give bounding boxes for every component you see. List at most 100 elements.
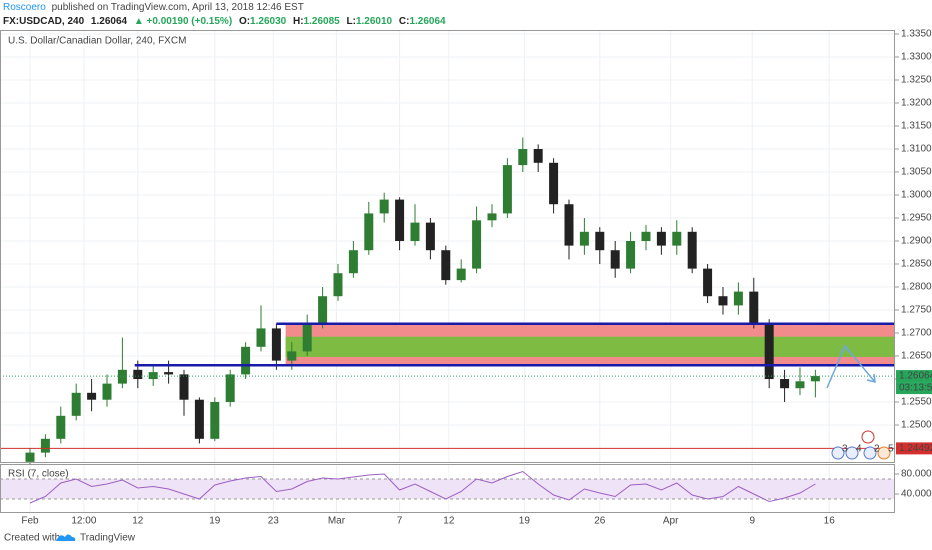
candle-body: [641, 231, 651, 242]
rsi-pane-border: [0, 464, 895, 513]
event-icon: [877, 446, 891, 460]
event-count: 5: [888, 444, 894, 455]
x-tick-label: 12: [132, 516, 144, 527]
open: 1.26030: [250, 16, 287, 27]
footer-brand[interactable]: TradingView: [80, 533, 136, 544]
header-line: Roscoero published on TradingView.com, A…: [3, 2, 304, 13]
candle-body: [87, 392, 97, 400]
candle-body: [610, 250, 620, 269]
event-flag: [861, 430, 875, 444]
candle-body: [148, 372, 158, 380]
y-tick-label: 1.28500: [901, 259, 932, 270]
last-label: 1.26064: [899, 371, 932, 382]
y-tick-label: 1.28000: [901, 282, 932, 293]
candle-body: [579, 231, 589, 246]
candle-body: [56, 415, 66, 439]
y-tick-label: 1.26500: [901, 351, 932, 362]
candle-body: [733, 291, 743, 306]
y-tick-label: 1.25000: [901, 420, 932, 431]
candle-body: [749, 291, 759, 324]
candle-body: [518, 149, 528, 166]
event-icon: [863, 446, 877, 460]
candle-body: [533, 149, 543, 163]
candle-body: [71, 392, 81, 416]
candle-body: [656, 231, 666, 246]
candle-body: [780, 379, 790, 389]
candle-body: [117, 369, 127, 384]
support-label: 1.24492: [899, 443, 932, 454]
y-tick-label: 1.33500: [901, 29, 932, 40]
main-title: U.S. Dollar/Canadian Dollar, 240, FXCM: [8, 36, 186, 47]
candle-body: [271, 328, 281, 361]
countdown-box: [896, 382, 932, 395]
candle-body: [810, 376, 820, 382]
event-icon: [831, 446, 845, 460]
x-tick-label: 7: [397, 516, 403, 527]
open-label: O:: [239, 16, 250, 27]
candle-body: [318, 296, 328, 324]
candle-body: [241, 346, 251, 375]
countdown: 03:13:50: [899, 383, 932, 394]
close-label: C:: [399, 16, 410, 27]
y-tick-label: 1.30500: [901, 167, 932, 178]
y-tick-label: 1.33000: [901, 52, 932, 63]
candle-body: [194, 399, 204, 439]
y-tick-label: 1.27000: [901, 328, 932, 339]
candle-body: [102, 383, 112, 400]
x-tick-label: Apr: [663, 516, 679, 527]
y-tick-label: 1.31000: [901, 144, 932, 155]
high-label: H:: [293, 16, 304, 27]
event-icon: [845, 446, 859, 460]
low: 1.26010: [356, 16, 393, 27]
candle-body: [549, 162, 559, 205]
price: 1.26064: [91, 16, 128, 27]
plot-layer: [0, 30, 896, 512]
zone: [285, 336, 896, 357]
y-tick-label: 1.30000: [901, 190, 932, 201]
published: published on TradingView.com, April 13, …: [52, 2, 304, 13]
candle-body: [179, 374, 189, 400]
y-tick-label: 1.27500: [901, 305, 932, 316]
rsi-title: RSI (7, close): [8, 469, 69, 480]
event-count: 2: [874, 444, 880, 455]
candle-body: [287, 351, 297, 361]
x-tick-label: 19: [209, 516, 221, 527]
y-tick-label: 40.0000: [901, 489, 932, 500]
candle-body: [456, 268, 466, 281]
forecast-arrow: [826, 344, 876, 389]
x-tick-label: 9: [749, 516, 755, 527]
candle-body: [472, 220, 482, 269]
support-label-box: [896, 442, 932, 455]
y-tick-label: 1.29000: [901, 236, 932, 247]
candle-body: [626, 241, 636, 269]
candle-body: [395, 199, 405, 242]
x-tick-label: 12: [443, 516, 455, 527]
event-icons: 3 4 2 5: [831, 430, 894, 460]
candle-body: [425, 222, 435, 251]
candle-body: [441, 250, 451, 281]
event-count: 4: [856, 444, 862, 455]
x-tick-label: 19: [519, 516, 531, 527]
candle-body: [225, 374, 235, 403]
candle-body: [487, 213, 497, 221]
candle-body: [410, 222, 420, 242]
x-tick-label: 12:00: [71, 516, 96, 527]
change: ▲ +0.00190 (+0.15%): [134, 16, 232, 27]
candle-body: [133, 369, 143, 380]
symbol-line: FX:USDCAD, 240 1.26064 ▲ +0.00190 (+0.15…: [3, 16, 446, 27]
candle-body: [379, 199, 389, 214]
low-label: L:: [346, 16, 355, 27]
y-tick-label: 1.29500: [901, 213, 932, 224]
event-count: 3: [842, 444, 848, 455]
x-tick-label: 26: [594, 516, 606, 527]
author[interactable]: Roscoero: [3, 2, 46, 13]
candle-body: [564, 204, 574, 246]
candle-body: [25, 452, 35, 462]
candle-body: [795, 381, 805, 389]
candle-body: [703, 268, 713, 297]
candle-body: [718, 296, 728, 306]
rsi-band: [0, 479, 895, 499]
candle-body: [210, 402, 220, 439]
